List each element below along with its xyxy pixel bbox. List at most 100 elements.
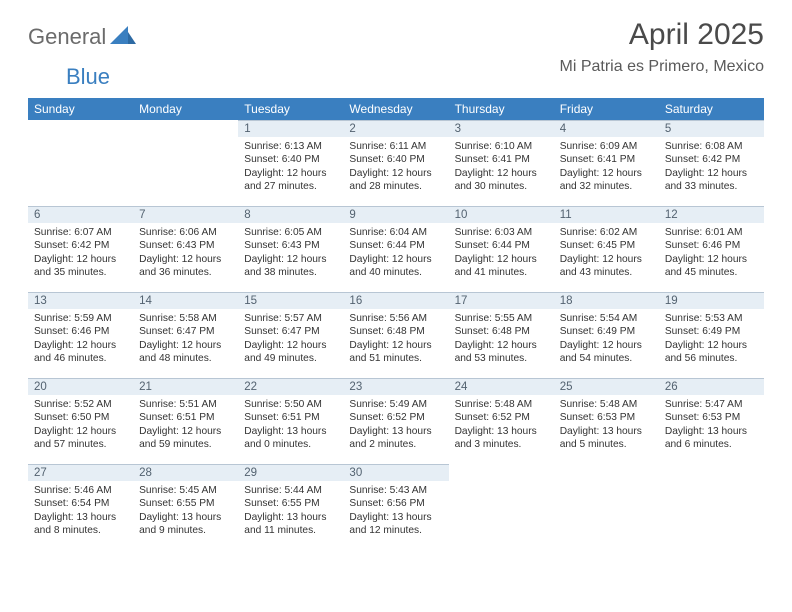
sunset-label: Sunset: (560, 154, 595, 165)
calendar-body: 1Sunrise: 6:13 AMSunset: 6:40 PMDaylight… (28, 120, 764, 550)
day-number: 7 (133, 206, 238, 223)
brand-text-general: General (28, 24, 106, 50)
calendar-day-cell: 28Sunrise: 5:45 AMSunset: 6:55 PMDayligh… (133, 464, 238, 550)
day-details: Sunrise: 5:48 AMSunset: 6:53 PMDaylight:… (554, 395, 659, 452)
daylight-label: Daylight: (560, 168, 600, 179)
calendar-day-cell: 19Sunrise: 5:53 AMSunset: 6:49 PMDayligh… (659, 292, 764, 378)
daylight-label: Daylight: (139, 340, 179, 351)
day-details: Sunrise: 5:59 AMSunset: 6:46 PMDaylight:… (28, 309, 133, 366)
daylight-label: Daylight: (560, 340, 600, 351)
sunrise-label: Sunrise: (560, 399, 597, 410)
daylight-label: Daylight: (455, 168, 495, 179)
day-details: Sunrise: 6:03 AMSunset: 6:44 PMDaylight:… (449, 223, 554, 280)
calendar-day-cell: 20Sunrise: 5:52 AMSunset: 6:50 PMDayligh… (28, 378, 133, 464)
sunrise-value: 5:46 AM (74, 485, 111, 496)
sunset-label: Sunset: (34, 240, 69, 251)
sunrise-label: Sunrise: (560, 141, 597, 152)
sunrise-label: Sunrise: (349, 141, 386, 152)
sunset-value: 6:51 PM (282, 412, 320, 423)
sunrise-value: 5:54 AM (600, 313, 637, 324)
calendar-day-cell (659, 464, 764, 550)
sunset-label: Sunset: (455, 326, 490, 337)
sunset-label: Sunset: (349, 498, 384, 509)
sunrise-label: Sunrise: (349, 313, 386, 324)
day-details: Sunrise: 5:55 AMSunset: 6:48 PMDaylight:… (449, 309, 554, 366)
sunrise-value: 5:57 AM (285, 313, 322, 324)
calendar-day-cell: 6Sunrise: 6:07 AMSunset: 6:42 PMDaylight… (28, 206, 133, 292)
sunrise-label: Sunrise: (665, 227, 702, 238)
calendar-day-cell: 18Sunrise: 5:54 AMSunset: 6:49 PMDayligh… (554, 292, 659, 378)
sunrise-label: Sunrise: (139, 313, 176, 324)
day-details: Sunrise: 6:08 AMSunset: 6:42 PMDaylight:… (659, 137, 764, 194)
day-details: Sunrise: 6:01 AMSunset: 6:46 PMDaylight:… (659, 223, 764, 280)
daylight-label: Daylight: (34, 426, 74, 437)
sunrise-value: 5:43 AM (390, 485, 427, 496)
sunrise-value: 5:47 AM (705, 399, 742, 410)
sunset-label: Sunset: (560, 412, 595, 423)
daylight-label: Daylight: (349, 340, 389, 351)
daylight-label: Daylight: (560, 254, 600, 265)
day-number: 5 (659, 120, 764, 137)
day-number: 9 (343, 206, 448, 223)
sunrise-value: 5:50 AM (285, 399, 322, 410)
sunrise-value: 6:01 AM (705, 227, 742, 238)
calendar-day-cell: 4Sunrise: 6:09 AMSunset: 6:41 PMDaylight… (554, 120, 659, 206)
day-details: Sunrise: 5:56 AMSunset: 6:48 PMDaylight:… (343, 309, 448, 366)
sunrise-value: 5:52 AM (74, 399, 111, 410)
calendar-day-cell: 21Sunrise: 5:51 AMSunset: 6:51 PMDayligh… (133, 378, 238, 464)
day-number: 19 (659, 292, 764, 309)
daylight-label: Daylight: (34, 254, 74, 265)
calendar-day-cell: 14Sunrise: 5:58 AMSunset: 6:47 PMDayligh… (133, 292, 238, 378)
calendar-day-cell: 27Sunrise: 5:46 AMSunset: 6:54 PMDayligh… (28, 464, 133, 550)
sunrise-label: Sunrise: (139, 399, 176, 410)
sunrise-value: 6:08 AM (705, 141, 742, 152)
sunset-label: Sunset: (34, 326, 69, 337)
calendar-day-cell (554, 464, 659, 550)
calendar-day-cell: 26Sunrise: 5:47 AMSunset: 6:53 PMDayligh… (659, 378, 764, 464)
day-number: 20 (28, 378, 133, 395)
daylight-label: Daylight: (139, 512, 179, 523)
weekday-thursday: Thursday (449, 98, 554, 120)
day-details: Sunrise: 5:49 AMSunset: 6:52 PMDaylight:… (343, 395, 448, 452)
sunrise-value: 6:03 AM (495, 227, 532, 238)
sunset-label: Sunset: (455, 154, 490, 165)
weekday-sunday: Sunday (28, 98, 133, 120)
daylight-label: Daylight: (665, 340, 705, 351)
sunrise-label: Sunrise: (349, 399, 386, 410)
sunset-label: Sunset: (34, 412, 69, 423)
day-details: Sunrise: 6:10 AMSunset: 6:41 PMDaylight:… (449, 137, 554, 194)
sunrise-label: Sunrise: (455, 227, 492, 238)
sunrise-value: 6:06 AM (179, 227, 216, 238)
calendar-day-cell: 22Sunrise: 5:50 AMSunset: 6:51 PMDayligh… (238, 378, 343, 464)
day-details: Sunrise: 5:45 AMSunset: 6:55 PMDaylight:… (133, 481, 238, 538)
daylight-label: Daylight: (139, 426, 179, 437)
calendar-day-cell: 8Sunrise: 6:05 AMSunset: 6:43 PMDaylight… (238, 206, 343, 292)
calendar-day-cell: 16Sunrise: 5:56 AMSunset: 6:48 PMDayligh… (343, 292, 448, 378)
sunrise-label: Sunrise: (455, 399, 492, 410)
calendar-day-cell: 23Sunrise: 5:49 AMSunset: 6:52 PMDayligh… (343, 378, 448, 464)
day-details: Sunrise: 5:46 AMSunset: 6:54 PMDaylight:… (28, 481, 133, 538)
sunrise-value: 5:51 AM (179, 399, 216, 410)
sunrise-label: Sunrise: (349, 485, 386, 496)
calendar-day-cell: 13Sunrise: 5:59 AMSunset: 6:46 PMDayligh… (28, 292, 133, 378)
sunset-label: Sunset: (139, 240, 174, 251)
day-number: 24 (449, 378, 554, 395)
day-number: 23 (343, 378, 448, 395)
brand-text-blue: Blue (66, 64, 110, 89)
daylight-label: Daylight: (139, 254, 179, 265)
calendar-day-cell (449, 464, 554, 550)
sunset-label: Sunset: (139, 412, 174, 423)
calendar-week-row: 27Sunrise: 5:46 AMSunset: 6:54 PMDayligh… (28, 464, 764, 550)
sunrise-value: 6:10 AM (495, 141, 532, 152)
brand-triangle-icon (110, 26, 136, 49)
sunset-value: 6:41 PM (597, 154, 635, 165)
calendar-table: Sunday Monday Tuesday Wednesday Thursday… (28, 98, 764, 550)
sunset-value: 6:52 PM (387, 412, 425, 423)
daylight-label: Daylight: (665, 426, 705, 437)
sunrise-label: Sunrise: (244, 485, 281, 496)
calendar-day-cell: 5Sunrise: 6:08 AMSunset: 6:42 PMDaylight… (659, 120, 764, 206)
calendar-day-cell: 1Sunrise: 6:13 AMSunset: 6:40 PMDaylight… (238, 120, 343, 206)
sunset-value: 6:42 PM (71, 240, 109, 251)
sunset-label: Sunset: (244, 240, 279, 251)
day-details: Sunrise: 5:43 AMSunset: 6:56 PMDaylight:… (343, 481, 448, 538)
